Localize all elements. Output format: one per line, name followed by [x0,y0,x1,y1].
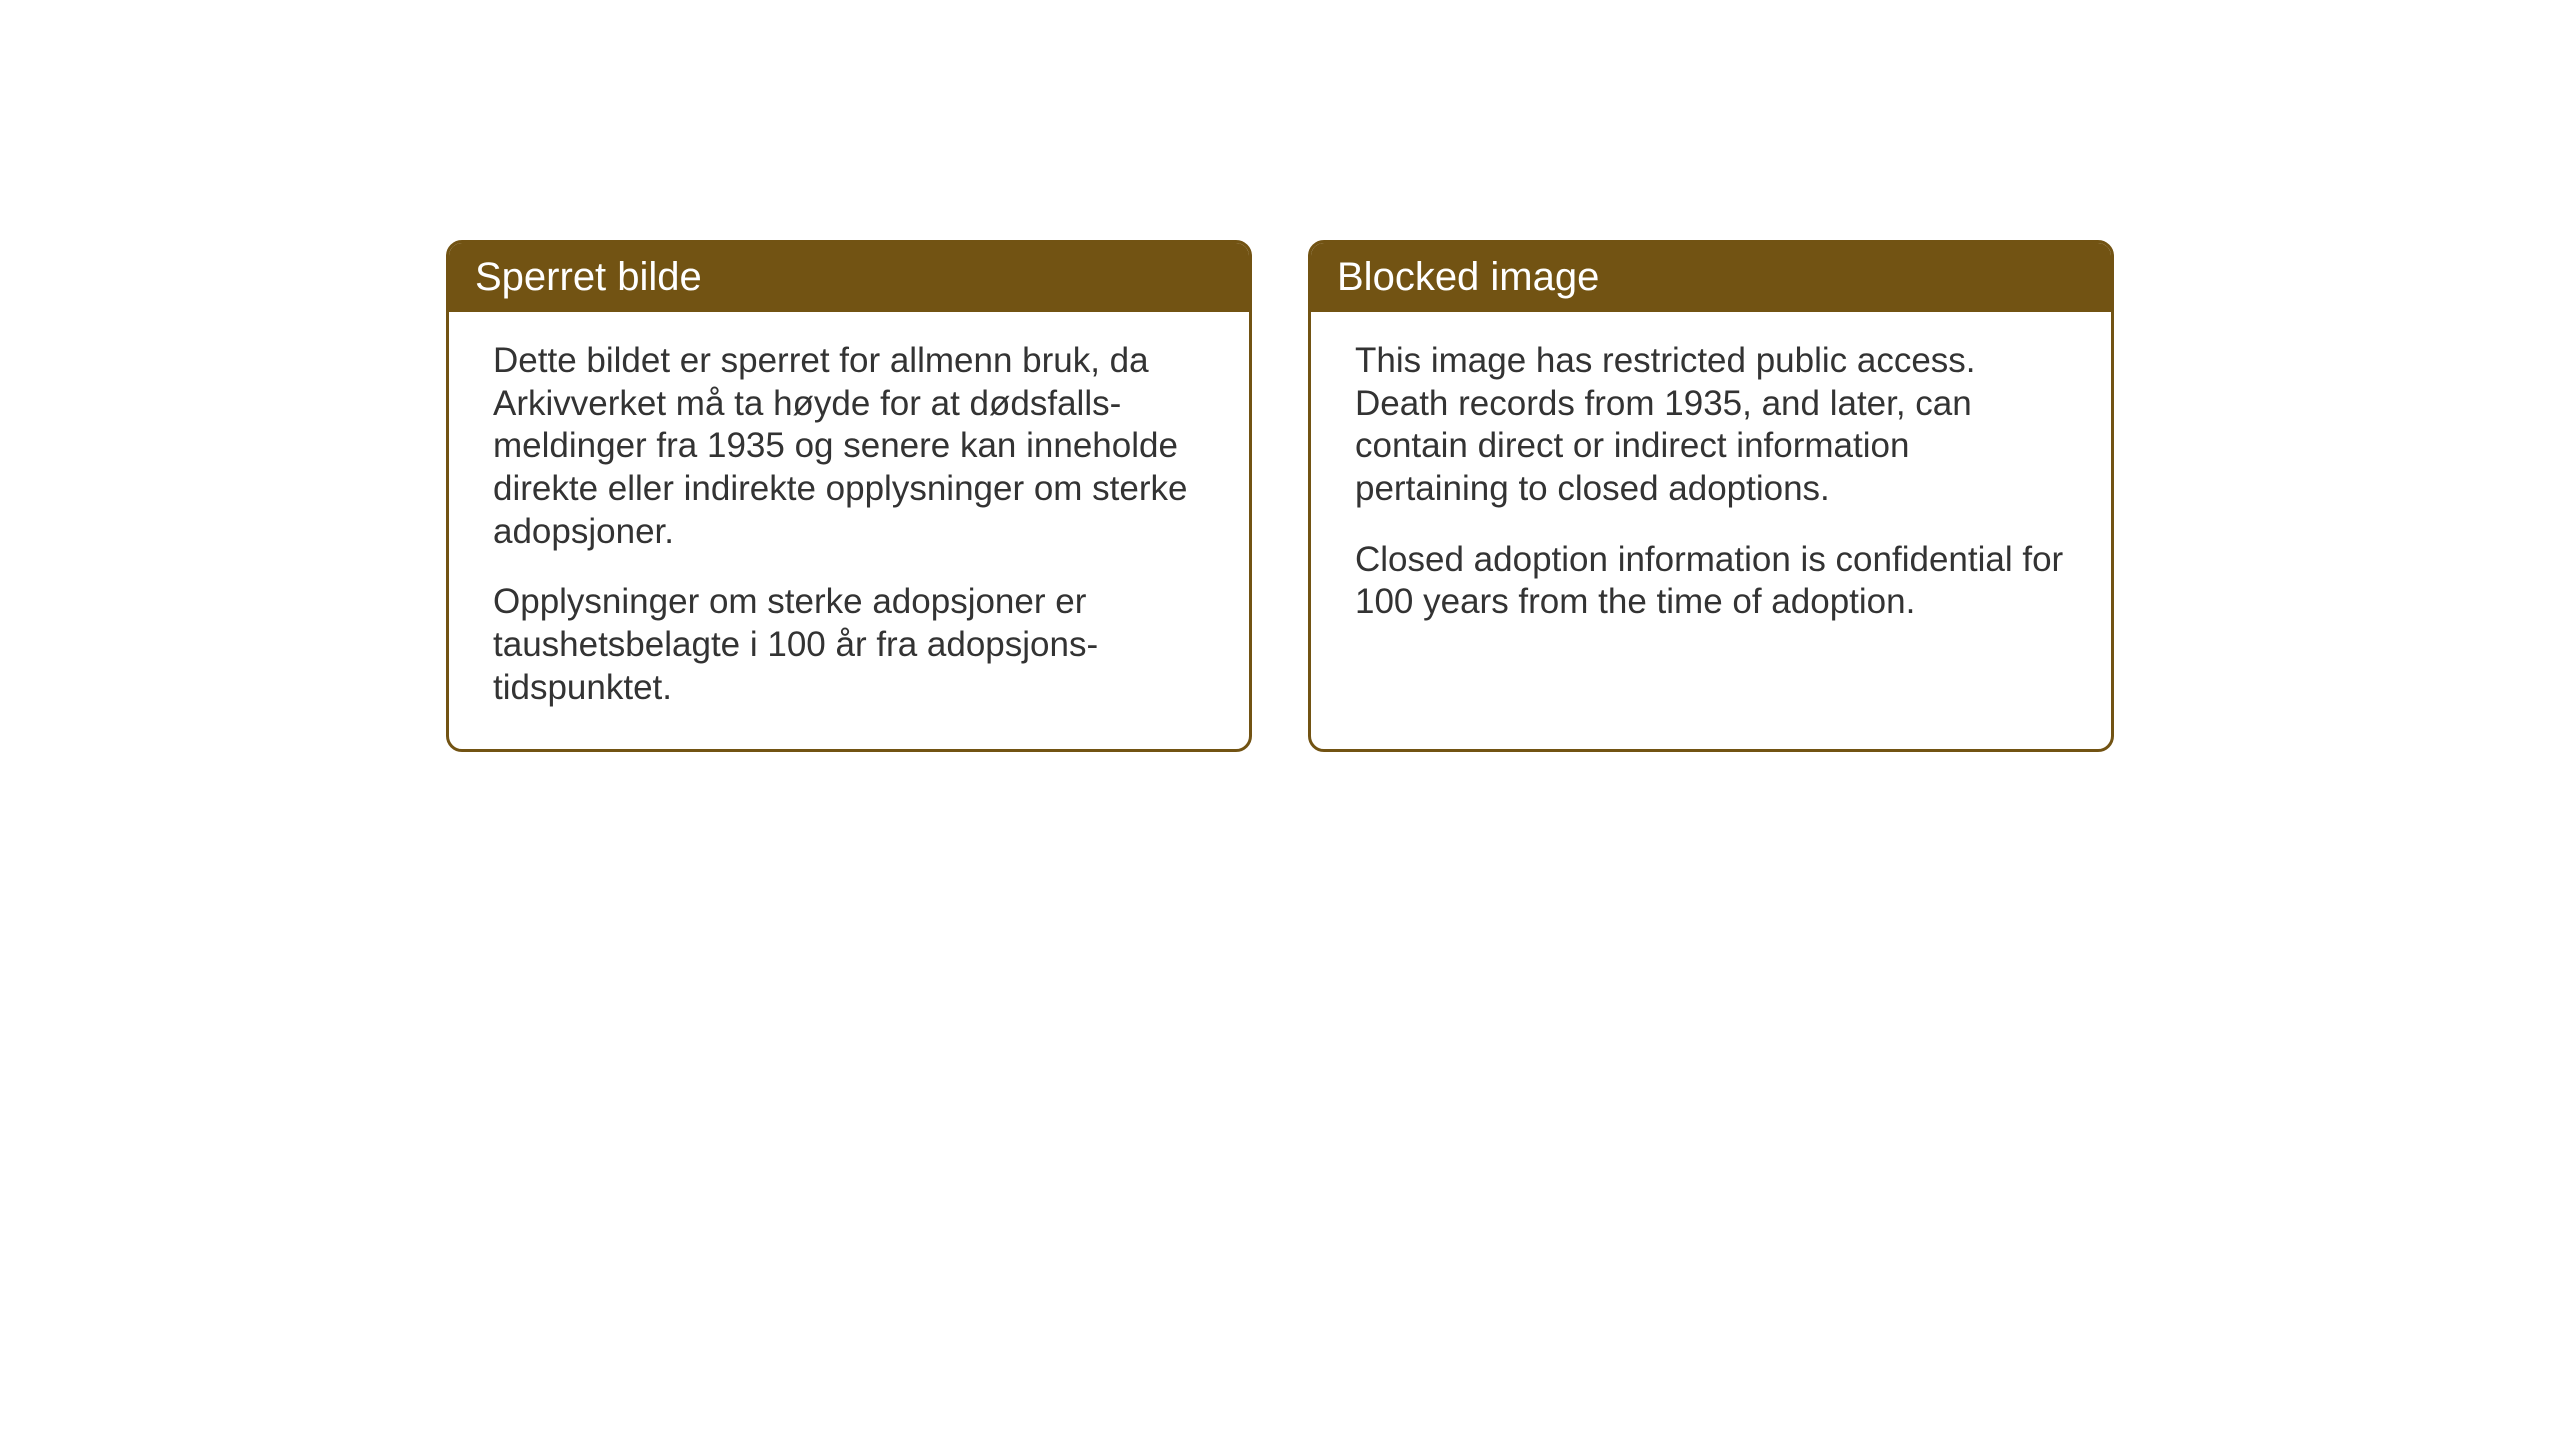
notice-title-norwegian: Sperret bilde [449,243,1249,312]
notice-card-norwegian: Sperret bilde Dette bildet er sperret fo… [446,240,1252,752]
notice-paragraph-2-english: Closed adoption information is confident… [1355,539,2067,624]
notice-container: Sperret bilde Dette bildet er sperret fo… [446,240,2114,752]
notice-body-english: This image has restricted public access.… [1311,312,2111,660]
notice-body-norwegian: Dette bildet er sperret for allmenn bruk… [449,312,1249,746]
notice-title-english: Blocked image [1311,243,2111,312]
notice-card-english: Blocked image This image has restricted … [1308,240,2114,752]
notice-paragraph-1-norwegian: Dette bildet er sperret for allmenn bruk… [493,340,1205,553]
notice-paragraph-2-norwegian: Opplysninger om sterke adopsjoner er tau… [493,581,1205,709]
notice-paragraph-1-english: This image has restricted public access.… [1355,340,2067,511]
